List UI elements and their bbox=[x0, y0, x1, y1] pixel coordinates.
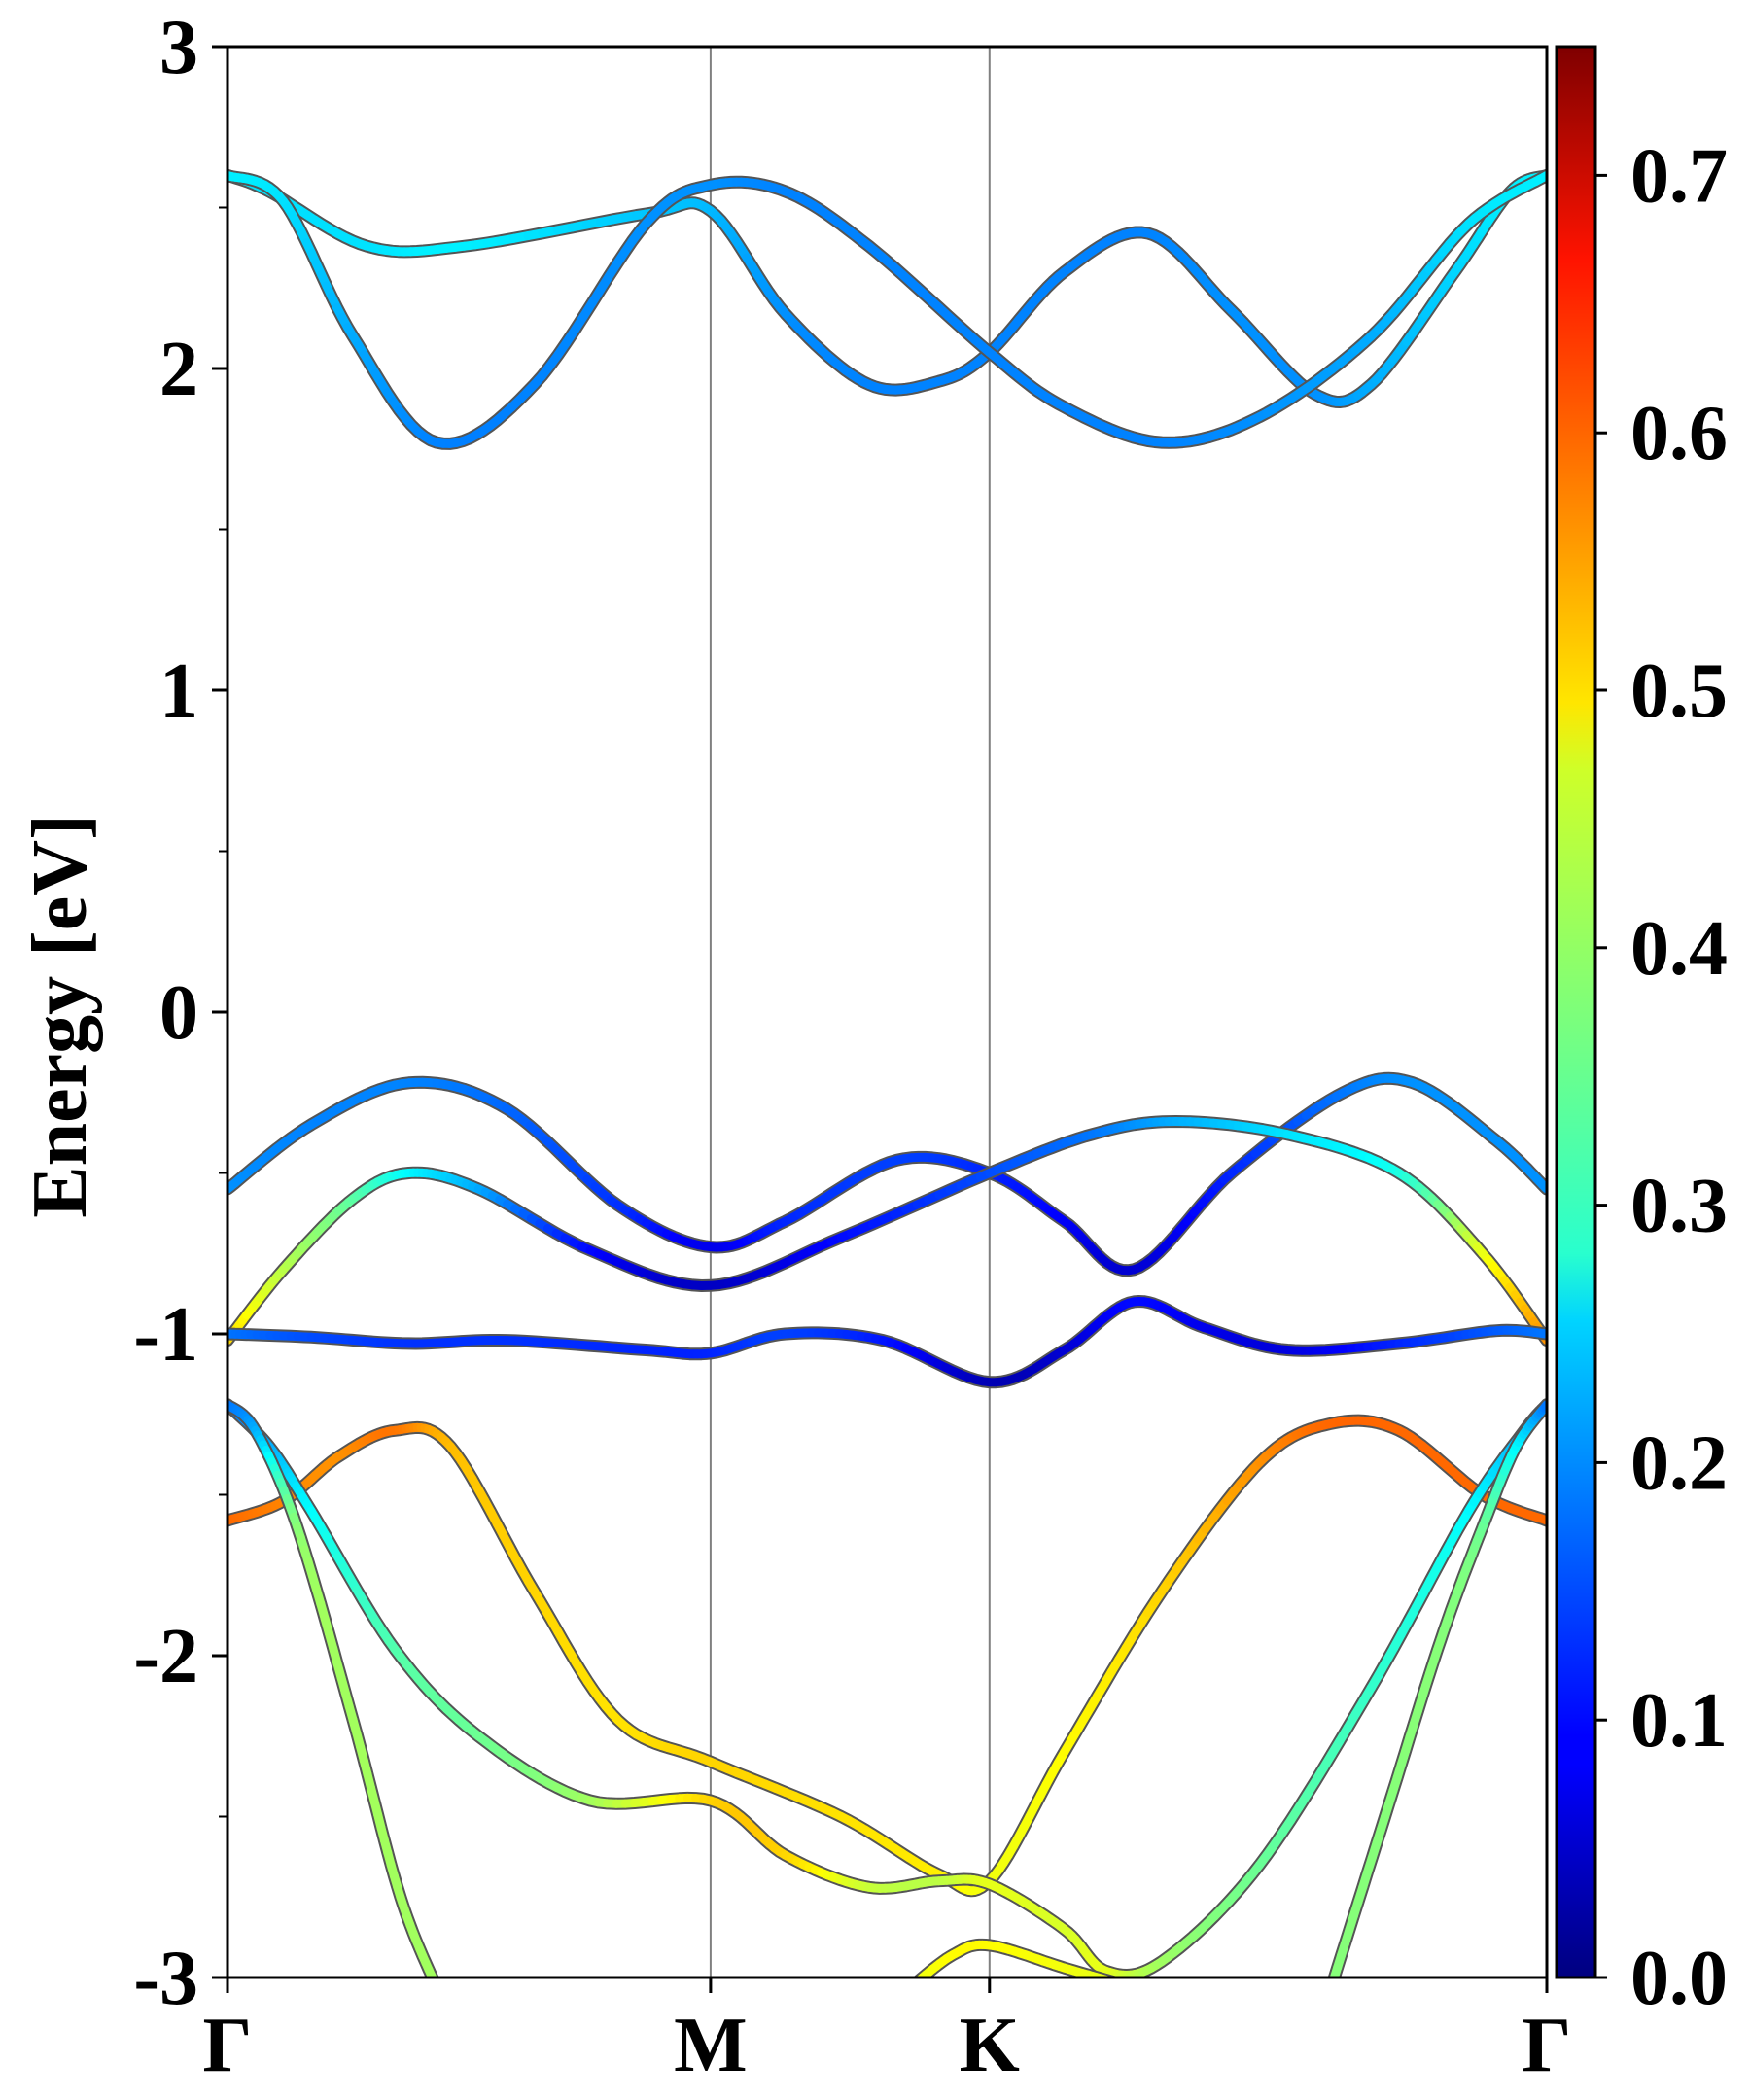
x-tick-label: Γ bbox=[1522, 2003, 1572, 2088]
colorbar-tick-label: 0.2 bbox=[1630, 1420, 1728, 1506]
colorbar-tick-label: 0.7 bbox=[1630, 133, 1728, 219]
band-v6 bbox=[228, 1398, 439, 1978]
band-v3 bbox=[228, 1295, 1547, 1389]
y-tick-label: -1 bbox=[133, 1292, 198, 1378]
x-tick-label: Γ bbox=[203, 2003, 253, 2088]
colorbar-tick-label: 0.5 bbox=[1630, 648, 1728, 734]
colorbar-tick-label: 0.6 bbox=[1630, 391, 1728, 476]
x-tick-label: K bbox=[960, 2003, 1020, 2088]
y-tick-label: -2 bbox=[133, 1614, 198, 1699]
colorbar-tick-label: 0.0 bbox=[1630, 1936, 1728, 2021]
band-c1 bbox=[228, 168, 1547, 408]
colorbar-ticks: 0.0 0.1 0.2 0.3 0.4 0.5 0.6 0.7 bbox=[1595, 133, 1728, 2021]
y-axis-label: Energy [eV] bbox=[18, 814, 103, 1217]
colorbar bbox=[1555, 45, 1597, 1979]
band-v4 bbox=[228, 1414, 1547, 1898]
band-v5 bbox=[228, 1398, 1547, 1978]
band-c2 bbox=[228, 168, 1547, 450]
colorbar-tick-label: 0.3 bbox=[1630, 1164, 1728, 1249]
band-v8 bbox=[912, 1938, 1121, 1978]
colorbar-tick-label: 0.4 bbox=[1630, 906, 1728, 992]
band-v7 bbox=[1327, 1398, 1547, 1978]
y-tick-label: -3 bbox=[133, 1936, 198, 2021]
band-v1 bbox=[228, 1071, 1547, 1278]
colorbar-tick-label: 0.1 bbox=[1630, 1678, 1728, 1764]
y-tick-label: 2 bbox=[159, 327, 198, 412]
y-tick-label: 0 bbox=[159, 970, 198, 1056]
y-tick-label: 1 bbox=[159, 648, 198, 734]
band-v2 bbox=[228, 1115, 1547, 1348]
x-tick-label: M bbox=[674, 2003, 748, 2088]
y-axis-ticks: -3 -2 -1 0 1 2 3 bbox=[133, 5, 228, 2021]
y-tick-label: 3 bbox=[159, 5, 198, 90]
high-symmetry-lines bbox=[709, 47, 991, 1978]
bands bbox=[228, 168, 1547, 1978]
